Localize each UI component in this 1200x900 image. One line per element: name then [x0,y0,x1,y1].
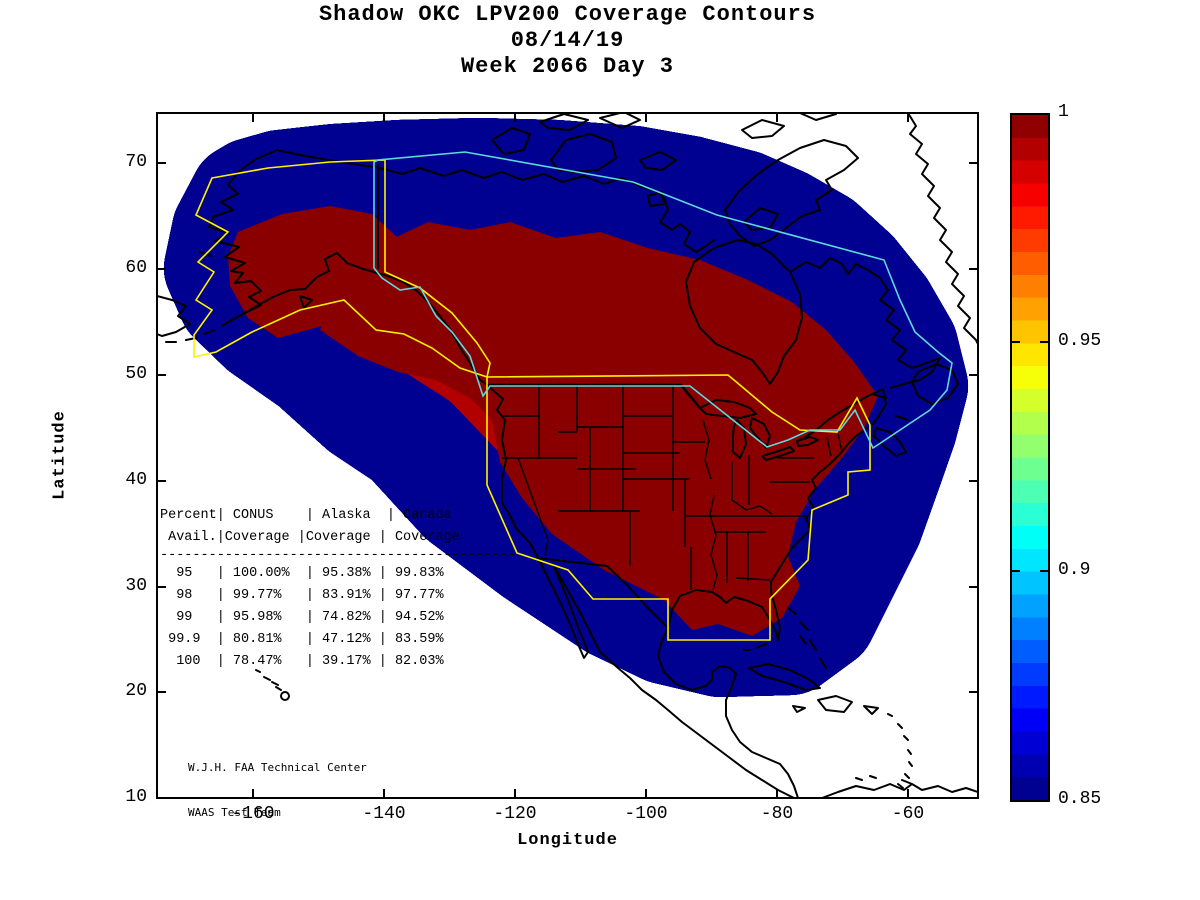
colorbar-tick [1012,341,1020,343]
hawaii-islands [255,669,282,691]
x-tick-label: -100 [624,804,668,824]
core-region-alaska [228,206,398,338]
table-line: 98 | 99.77% | 83.91% | 97.77% [160,588,444,603]
table-line: 99.9 | 80.81% | 47.12% | 83.59% [160,632,444,647]
colorbar [1010,113,1050,802]
axis-ticks [157,113,978,798]
pei-anticosti [871,393,909,421]
x-tick-label: -60 [891,804,925,824]
table-line: 99 | 95.98% | 74.82% | 94.52% [160,610,444,625]
us-east-coast [770,428,867,583]
jamaica [792,705,806,713]
x-tick-label: -120 [493,804,537,824]
title-line-1: Shadow OKC LPV200 Coverage Contours [318,2,817,27]
cuba [748,663,821,691]
colorbar-tick [1040,341,1048,343]
table-divider: ----------------------------------------… [160,548,517,563]
mexico-gulf-coast [657,627,799,798]
rio-grande-border [536,557,669,629]
x-tick-label: -160 [231,804,275,824]
banks-island [491,127,531,155]
y-tick-label: 50 [125,364,147,384]
colorbar-tick-label: 0.9 [1058,560,1091,580]
victoria-island [550,133,617,173]
y-axis-label: Latitude [50,410,70,500]
south-america-coast [821,775,978,798]
us-west-coast [486,384,538,557]
colorbar-tick-label: 1 [1058,102,1069,122]
alaska-service-boundary [193,159,491,379]
arctic-mainland-coast [379,167,715,253]
newfoundland [911,363,959,405]
aleutian-islands [157,251,215,343]
baffin-island [724,139,859,247]
y-tick-label: 10 [125,787,147,807]
table-line: 100 | 78.47% | 39.17% | 82.03% [160,654,444,669]
us-state-borders [502,385,843,591]
southampton-island [743,207,779,231]
attribution-text: W.J.H. FAA Technical Center WAAS Test Te… [188,730,367,850]
bahamas [787,607,827,669]
y-tick-label: 30 [125,576,147,596]
title-line-2: 08/14/19 [510,28,625,53]
mexico-west-coast [553,565,795,798]
x-tick-label: -140 [362,804,406,824]
great-lakes [699,399,819,461]
kodiak-island [299,295,313,309]
colorbar-tick-label: 0.85 [1058,789,1102,809]
colorbar-tick [1012,570,1020,572]
coastlines [157,113,978,798]
alaska-west-coast [208,149,488,386]
colorbar-tick [1040,570,1048,572]
coverage-statistics-table: Percent| CONUS | Alaska | Canada Avail.|… [160,505,516,673]
table-line: Percent| CONUS | Alaska | Canada [160,508,452,523]
plot-border [156,112,979,799]
y-tick-label: 60 [125,258,147,278]
puerto-rico [863,705,879,715]
florida-keys [743,643,767,651]
nova-scotia [873,427,907,457]
lesser-antilles [887,713,913,789]
hispaniola [817,695,853,713]
canada-service-boundary [373,151,953,450]
us-canada-border [487,383,701,409]
title-line-3: Week 2066 Day 3 [460,54,675,79]
y-tick-label: 40 [125,470,147,490]
greenland-coast [907,113,978,345]
gulf-coast-us [667,581,781,641]
quebec-labrador-coast [789,257,941,389]
x-tick-label: -80 [760,804,794,824]
hawaii-big-island [280,691,290,701]
table-line: Avail.|Coverage |Coverage | Coverage [160,530,460,545]
arctic-archipelago [539,113,837,207]
x-axis-label: Longitude [517,831,618,850]
attribution-line-1: W.J.H. FAA Technical Center [188,761,367,774]
y-tick-label: 20 [125,681,147,701]
y-tick-label: 70 [125,152,147,172]
baja-california [536,555,589,659]
table-line: 95 | 100.00% | 95.38% | 99.83% [160,566,444,581]
colorbar-tick-label: 0.95 [1058,331,1102,351]
hudson-bay [685,239,803,385]
attribution-line-2: WAAS Test Team [188,806,281,819]
plot-title: Shadow OKC LPV200 Coverage Contours 08/1… [157,2,978,80]
